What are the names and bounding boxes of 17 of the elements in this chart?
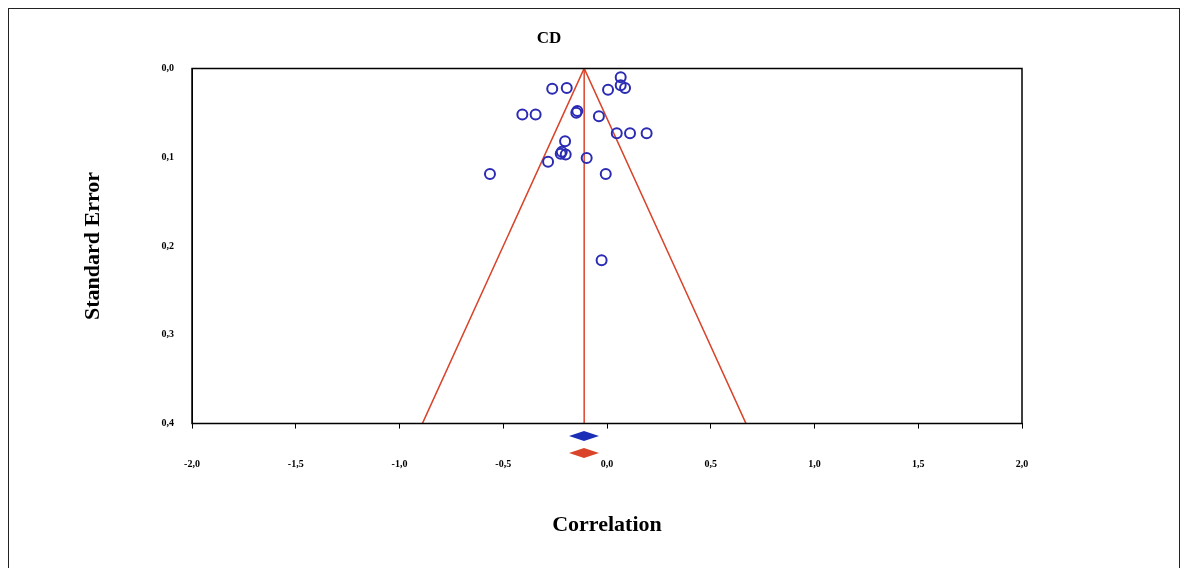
- y-tick-label: 0,0: [161, 61, 174, 73]
- x-tick-label: -1,5: [287, 458, 304, 470]
- chart-title: CD: [536, 27, 562, 47]
- x-tick-label: 1,0: [808, 458, 821, 470]
- x-tick-label: -0,5: [495, 458, 512, 470]
- x-tick-label: 2,0: [1015, 458, 1029, 470]
- y-tick-label: 0,4: [161, 417, 174, 429]
- x-axis-title: Correlation: [552, 511, 662, 537]
- y-tick-label: 0,1: [161, 150, 174, 162]
- x-tick-label: 1,5: [912, 458, 925, 470]
- x-tick-label: 0,5: [704, 458, 717, 470]
- x-tick-label: -2,0: [184, 458, 200, 470]
- x-tick-label: 0,0: [600, 458, 614, 470]
- x-tick-label: -1,0: [391, 458, 408, 470]
- y-tick-label: 0,3: [161, 328, 174, 340]
- y-tick-label: 0,2: [161, 239, 174, 251]
- y-axis-title: Standard Error: [78, 171, 104, 321]
